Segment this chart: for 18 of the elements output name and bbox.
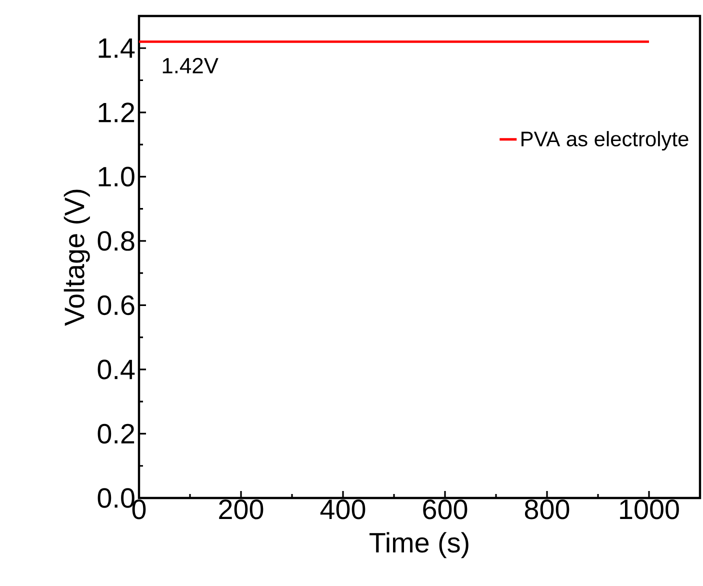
y-tick-label: 0.2 bbox=[98, 424, 134, 444]
x-tick-label: 0 bbox=[132, 500, 146, 520]
y-tick-label: 0.0 bbox=[98, 488, 134, 508]
annotation: 1.42V bbox=[162, 58, 218, 74]
x-tick-label: 600 bbox=[423, 500, 468, 520]
x-tick-label: 800 bbox=[524, 500, 570, 520]
x-tick-label: 200 bbox=[219, 500, 264, 520]
y-tick-label: 0.6 bbox=[98, 295, 134, 316]
x-axis-title: Time (s) bbox=[370, 532, 468, 558]
y-tick-label: 0.8 bbox=[98, 231, 134, 251]
x-tick-label: 400 bbox=[320, 500, 366, 520]
legend-label: PVA as electrolyte bbox=[522, 131, 688, 151]
x-tick-label: 1000 bbox=[620, 500, 679, 520]
y-tick-label: 1.2 bbox=[98, 102, 134, 122]
y-axis-title: Voltage (V) bbox=[64, 190, 90, 326]
y-tick-label: 1.4 bbox=[98, 38, 135, 58]
y-tick-label: 1.0 bbox=[98, 166, 134, 187]
y-tick-label: 0.4 bbox=[98, 360, 135, 380]
